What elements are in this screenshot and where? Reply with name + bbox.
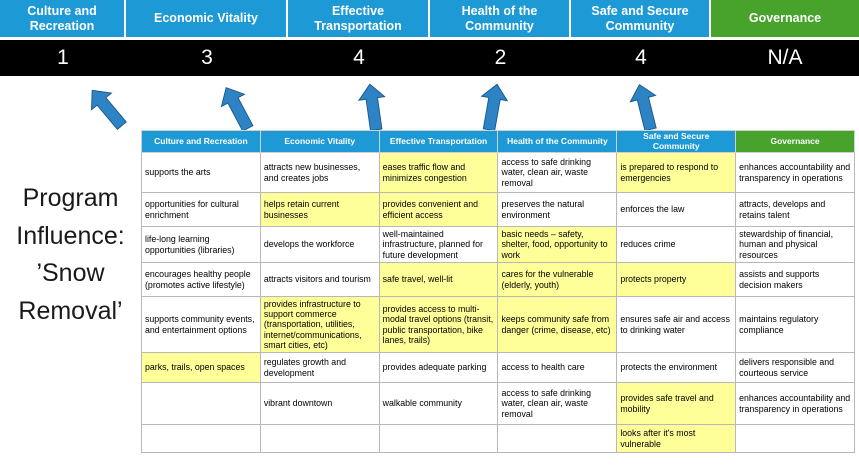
influence-cell: attracts new businesses, and creates job…	[259, 152, 380, 193]
influence-cell	[735, 424, 855, 453]
influence-cell: maintains regulatory compliance	[735, 296, 855, 353]
title-line: ’Snow	[36, 259, 105, 287]
pillar-header: Governance	[711, 0, 859, 37]
pillar-header: Economic Vitality	[126, 0, 288, 37]
influence-cell: access to safe drinking water, clean air…	[497, 382, 618, 425]
influence-table-head-row: Culture and Recreation Economic Vitality E…	[141, 130, 855, 153]
pillar-score: 3	[201, 46, 213, 69]
influence-cell-highlighted: helps retain current businesses	[259, 192, 380, 227]
influence-cell	[259, 424, 380, 453]
table-row: vibrant downtown walkable community access…	[141, 382, 855, 425]
influence-cell-highlighted: parks, trails, open spaces	[141, 352, 261, 383]
influence-cell: enhances accountability and transparency…	[735, 152, 855, 193]
influence-cell-highlighted: cares for the vulnerable (elderly, youth…	[497, 262, 618, 297]
up-arrow-icon	[357, 83, 386, 132]
table-header-cell: Effective Transportation	[378, 130, 499, 153]
table-header-cell: Health of the Community	[497, 130, 618, 153]
pillar-score: 4	[353, 46, 365, 69]
influence-cell: ensures safe air and access to drinking …	[616, 296, 737, 353]
influence-cell-highlighted: is prepared to respond to emergencies	[616, 152, 737, 193]
table-row: parks, trails, open spaces regulates grow…	[141, 352, 855, 383]
pillar-header-row: Culture and Recreation Economic Vitality E…	[0, 0, 859, 37]
table-row: supports the arts attracts new businesses…	[141, 152, 855, 193]
pillar-score: 1	[57, 46, 69, 69]
influence-cell: well-maintained infrastructure, planned …	[378, 226, 499, 263]
influence-cell: supports community events, and entertain…	[141, 296, 261, 353]
program-influence-title: Program Influence: ’Snow Removal’	[0, 180, 141, 330]
influence-cell-highlighted: protects property	[616, 262, 737, 297]
influence-cell: access to health care	[497, 352, 618, 383]
score-row: 1 3 4 2 4 N/A	[0, 40, 859, 76]
up-arrow-icon	[629, 83, 657, 132]
influence-cell: delivers responsible and courteous servi…	[735, 352, 855, 383]
title-line: Removal’	[18, 296, 123, 325]
influence-cell	[141, 424, 261, 453]
table-header-cell: Culture and Recreation	[141, 130, 261, 153]
influence-cell: supports the arts	[141, 152, 261, 193]
influence-cell: encourages healthy people (promotes acti…	[141, 262, 261, 297]
influence-cell: develops the workforce	[259, 226, 380, 263]
influence-cell: enforces the law	[616, 192, 737, 227]
influence-cell: regulates growth and development	[259, 352, 380, 383]
influence-cell-highlighted: provides safe travel and mobility	[616, 382, 737, 425]
influence-cell-highlighted: looks after it's most vulnerable	[616, 424, 737, 453]
influence-cell-highlighted: provides access to multi-modal travel op…	[378, 296, 499, 353]
pillar-score: 2	[494, 46, 507, 69]
influence-cell: walkable community	[378, 382, 499, 425]
influence-cell	[378, 424, 499, 453]
influence-cell	[141, 382, 261, 425]
influence-table-body: supports the arts attracts new businesses…	[141, 152, 855, 453]
up-arrow-icon	[480, 83, 509, 132]
influence-cell-highlighted: basic needs – safety, shelter, food, opp…	[497, 226, 618, 263]
title-line: Influence:	[16, 221, 125, 250]
influence-cell: provides adequate parking	[378, 352, 499, 383]
influence-cell: attracts, develops and retains talent	[735, 192, 855, 227]
pillar-header: Health of the Community	[430, 0, 571, 37]
pillar-header: Effective Transportation	[288, 0, 430, 37]
table-row: opportunities for cultural enrichment hel…	[141, 192, 855, 227]
influence-table: Culture and Recreation Economic Vitality E…	[141, 130, 855, 453]
pillar-score: 4	[635, 46, 647, 69]
table-row: looks after it's most vulnerable	[141, 424, 855, 453]
table-header-cell: Safe and Secure Community	[616, 130, 737, 153]
influence-cell: access to safe drinking water, clean air…	[497, 152, 618, 193]
influence-cell-highlighted: eases traffic flow and minimizes congest…	[378, 152, 499, 193]
up-arrow-icon	[220, 87, 254, 132]
influence-cell: attracts visitors and tourism	[259, 262, 380, 297]
influence-cell: protects the environment	[616, 352, 737, 383]
influence-cell: enhances accountability and transparency…	[735, 382, 855, 425]
influence-cell-highlighted: provides infrastructure to support comme…	[259, 296, 380, 353]
table-row: encourages healthy people (promotes acti…	[141, 262, 855, 297]
influence-cell: preserves the natural environment	[497, 192, 618, 227]
title-line: Program	[22, 184, 119, 212]
pillar-header: Safe and Secure Community	[571, 0, 711, 37]
influence-cell: opportunities for cultural enrichment	[141, 192, 261, 227]
table-header-cell: Economic Vitality	[259, 130, 380, 153]
table-row: supports community events, and entertain…	[141, 296, 855, 353]
influence-cell	[497, 424, 618, 453]
influence-cell: assists and supports decision makers	[735, 262, 855, 297]
table-header-cell: Governance	[735, 130, 855, 153]
pillar-header: Culture and Recreation	[0, 0, 126, 37]
influence-cell-highlighted: safe travel, well-lit	[378, 262, 499, 297]
influence-cell: reduces crime	[616, 226, 737, 263]
influence-cell-highlighted: provides convenient and efficient access	[378, 192, 499, 227]
influence-cell: vibrant downtown	[259, 382, 380, 425]
influence-cell: stewardship of financial, human and phys…	[735, 226, 855, 263]
pillar-score: N/A	[767, 46, 803, 69]
up-arrow-icon	[91, 89, 127, 131]
table-row: life-long learning opportunities (librar…	[141, 226, 855, 263]
influence-cell: life-long learning opportunities (librar…	[141, 226, 261, 263]
influence-cell-highlighted: keeps community safe from danger (crime,…	[497, 296, 618, 353]
